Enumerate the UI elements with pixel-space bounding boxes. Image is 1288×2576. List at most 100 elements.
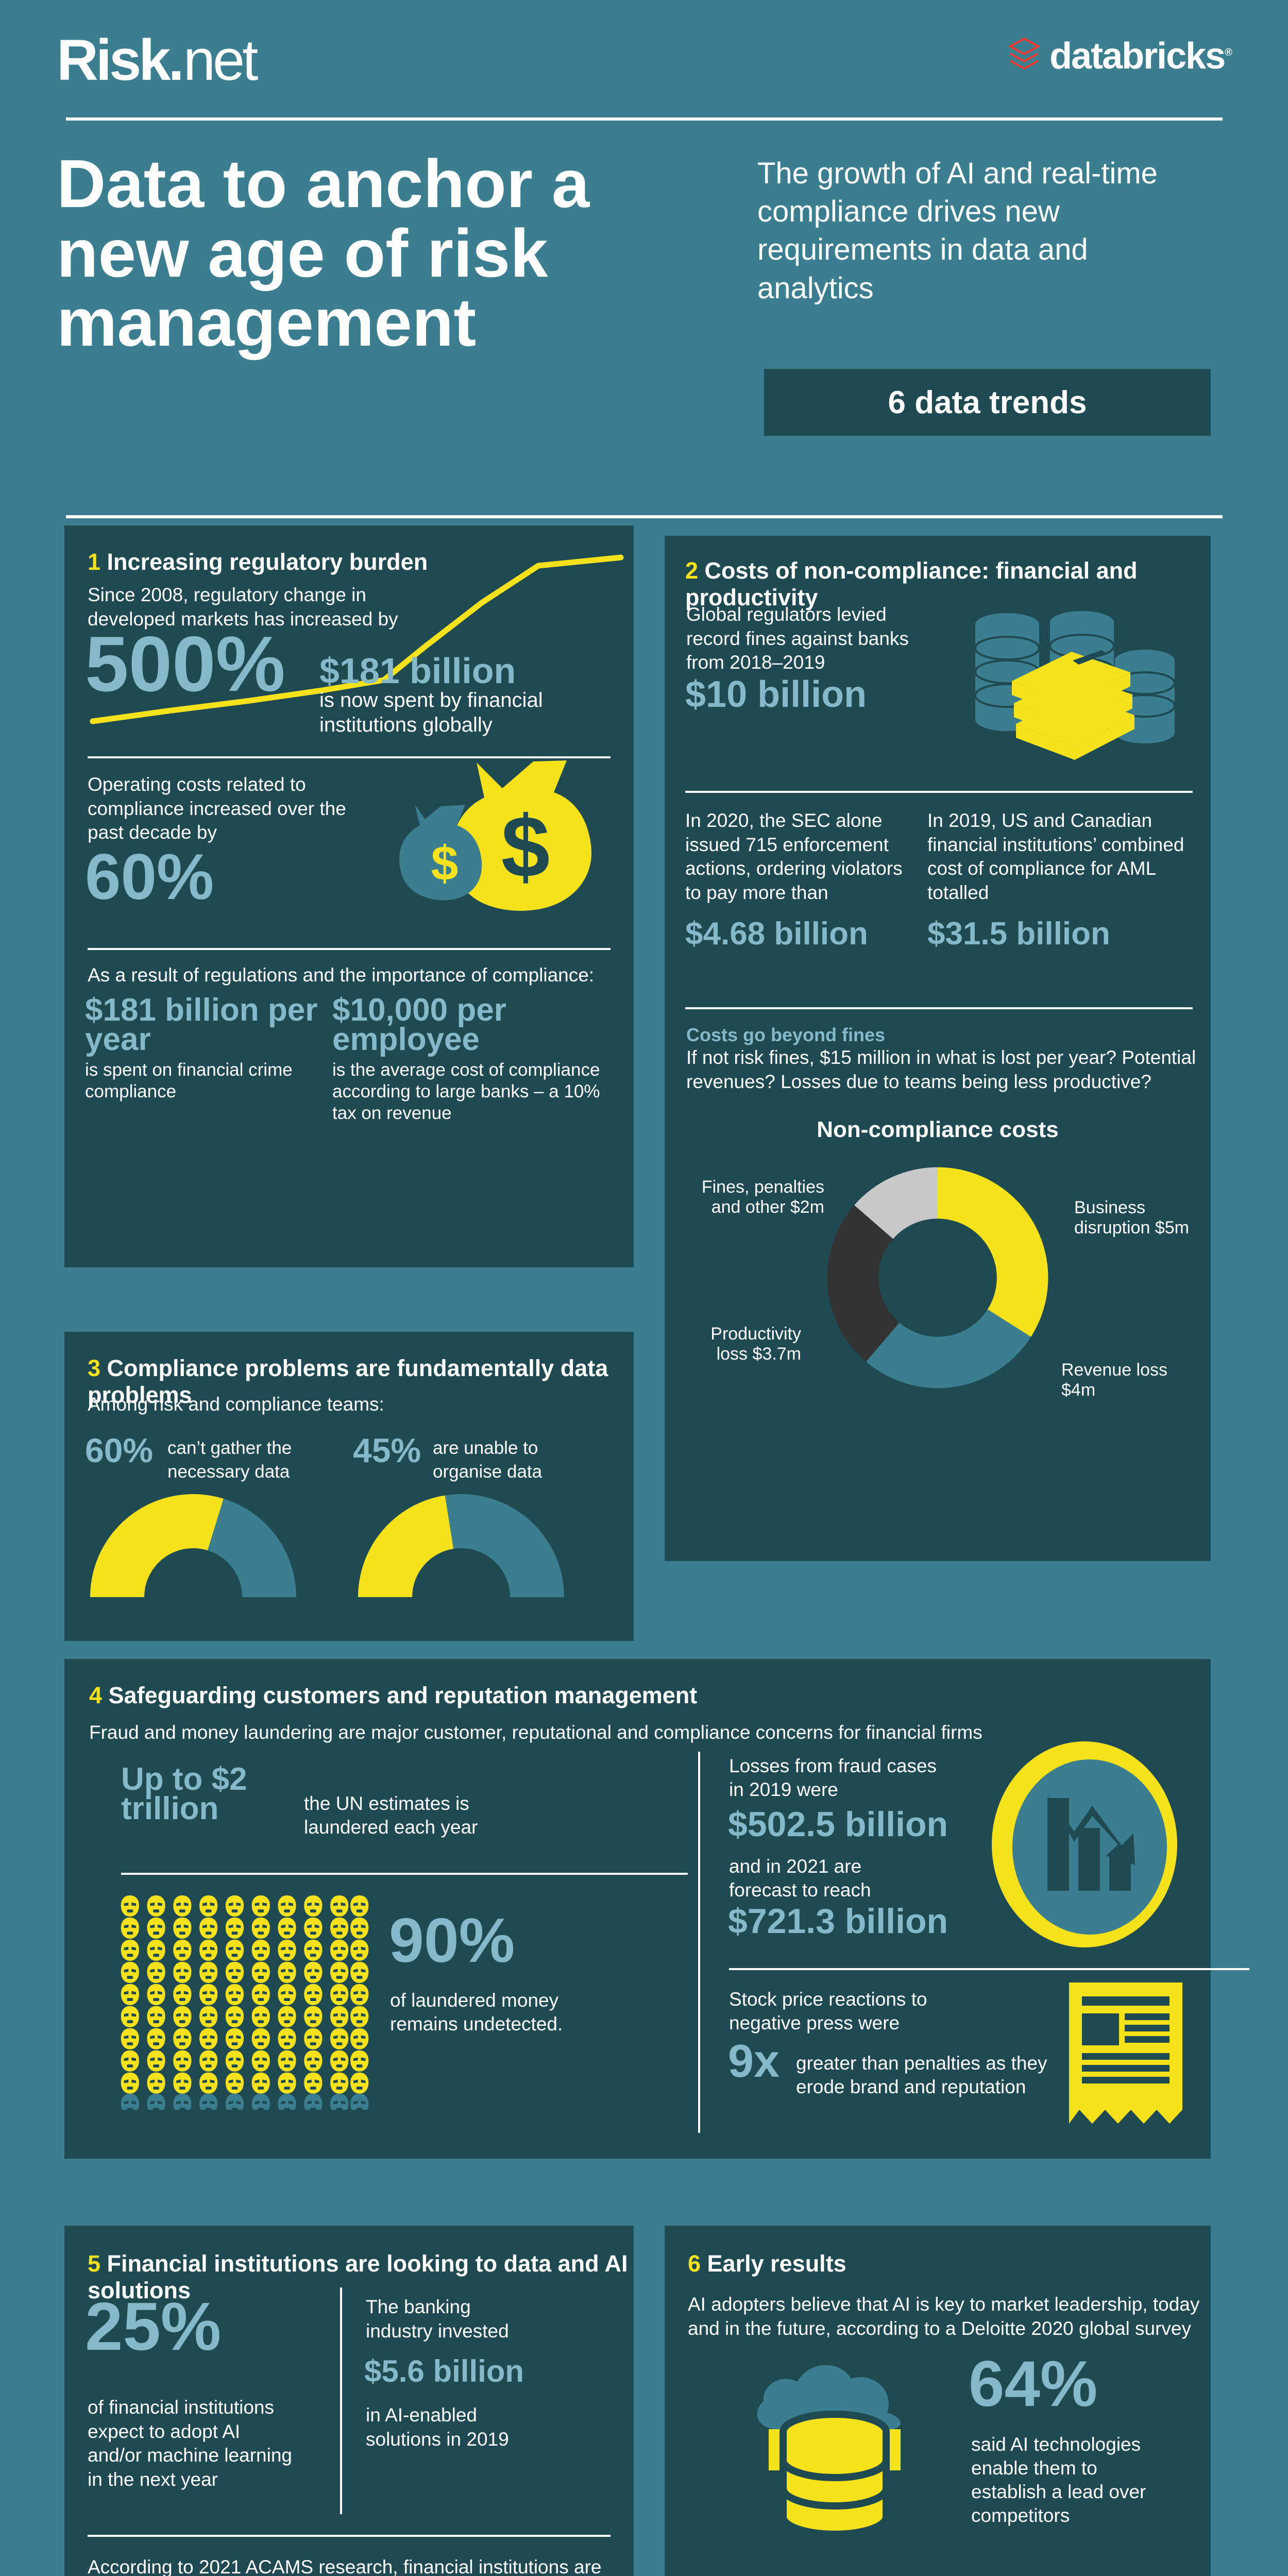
section-2-divider-1 <box>685 791 1193 793</box>
section-1-title-text: Increasing regulatory burden <box>107 549 428 575</box>
header-bottom-divider <box>66 515 1223 518</box>
section-4-title-text: Safeguarding customers and reputation ma… <box>108 1682 698 1708</box>
donut-label-productivity-loss: Productivity loss $3.7m <box>710 1324 801 1364</box>
stat-10-billion: $10 billion <box>685 674 867 715</box>
section-6-number: 6 <box>688 2250 701 2277</box>
section-2-title: 2 Costs of non-compliance: financial and… <box>685 557 1211 611</box>
rising-line-chart-icon <box>90 554 624 724</box>
stat-9x: 9x <box>728 2036 780 2087</box>
section-1-panel: 1 Increasing regulatory burden Since 200… <box>64 526 634 1267</box>
section-1-number: 1 <box>88 549 101 575</box>
stat-45-unable-organise: 45% <box>353 1431 421 1469</box>
stat-64-percent-sub: said AI technologies enable them to esta… <box>971 2434 1146 2526</box>
section-5-panel: 5 Financial institutions are looking to … <box>64 2226 634 2576</box>
section-4-vertical-divider <box>698 1752 700 2133</box>
donut-label-revenue-loss: Revenue loss $4m <box>1061 1360 1168 1400</box>
section-1-column-2: $10,000 per employee is the average cost… <box>332 992 621 1124</box>
costs-beyond-fines-heading: Costs go beyond fines <box>686 1024 886 1045</box>
stat-502-5-billion: $502.5 billion <box>728 1805 948 1844</box>
section-4-divider-2 <box>729 1968 1249 1970</box>
donut-slice-business-disruption <box>938 1167 1048 1337</box>
risk-logo-dot: . <box>168 28 184 92</box>
stat-181-per-year: $181 billion per year <box>85 992 318 1058</box>
acams-research-text: According to 2021 ACAMS research, financ… <box>88 2556 602 2576</box>
section-2-divider-2 <box>685 1007 1193 1009</box>
stat-4-68-billion: $4.68 billion <box>685 916 868 952</box>
section-3-title: 3 Compliance problems are fundamentally … <box>88 1355 634 1409</box>
section-2-column-a: In 2020, the SEC alone issued 715 enforc… <box>685 809 922 952</box>
donut-slice-productivity-loss <box>827 1205 900 1362</box>
stat-9x-sub: greater than penalties as they erode bra… <box>796 2053 1047 2097</box>
stat-64-percent: 64% <box>969 2348 1098 2420</box>
donut-slice-fines-penalties <box>854 1167 938 1239</box>
fraud-forecast-lede: and in 2021 are forecast to reach <box>729 1856 871 1901</box>
gauge-chart-45 <box>358 1494 564 1597</box>
registered-mark: ® <box>1225 47 1232 58</box>
section-4-divider-1 <box>121 1873 688 1875</box>
fines-lede: Global regulators levied record fines ag… <box>686 604 909 673</box>
stat-90-percent-sub: of laundered money remains undetected. <box>390 1990 563 2035</box>
section-3-panel: 3 Compliance problems are fundamentally … <box>64 1332 634 1641</box>
stat-721-3-billion: $721.3 billion <box>728 1902 948 1941</box>
section-2-panel: 2 Costs of non-compliance: financial and… <box>665 536 1211 1561</box>
databricks-wordmark: databricks® <box>1049 36 1232 77</box>
person-face-icon-grid <box>121 1895 369 2110</box>
page-title: Data to anchor a new age of risk managem… <box>57 146 590 361</box>
donut-label-fines: Fines, penalties and other $2m <box>701 1177 824 1217</box>
section-5-title: 5 Financial institutions are looking to … <box>88 2250 634 2304</box>
banking-invested-lede: The banking industry invested <box>366 2296 509 2342</box>
section-6-title: 6 Early results <box>688 2250 846 2277</box>
section-2-title-text: Costs of non-compliance: financial and p… <box>685 557 1138 611</box>
section-4-number: 4 <box>89 1682 103 1708</box>
section-1-lede: Since 2008, regulatory change in develop… <box>88 584 398 630</box>
svg-text:$: $ <box>501 798 550 896</box>
stat-5-6-billion-sub: in AI-enabled solutions in 2019 <box>366 2404 509 2450</box>
section-5-divider-1 <box>88 2535 611 2537</box>
databricks-stacked-chevrons-icon <box>1008 36 1041 76</box>
stat-25-percent: 25% <box>85 2289 222 2364</box>
newspaper-icon <box>1069 1982 1182 2124</box>
risk-net-logo[interactable]: Risk.net <box>57 27 259 93</box>
gauge-chart-60 <box>90 1494 296 1597</box>
sec-enforcement-text: In 2020, the SEC alone issued 715 enforc… <box>685 810 903 903</box>
stat-181-billion-block: $181 billion is now spent by financial i… <box>319 653 634 737</box>
stat-181-per-year-sub: is spent on financial crime compliance <box>85 1060 293 1102</box>
section-4-title: 4 Safeguarding customers and reputation … <box>89 1682 697 1709</box>
svg-text:$: $ <box>431 836 459 891</box>
stat-10000-per-employee: $10,000 per employee <box>332 992 506 1058</box>
data-trends-badge-label: 6 data trends <box>888 384 1087 420</box>
stat-60-cannot-gather-label: can’t gather the necessary data <box>167 1438 292 1482</box>
costs-beyond-fines-body: If not risk fines, $15 million in what i… <box>686 1047 1196 1092</box>
stat-60-percent: 60% <box>85 841 214 913</box>
donut-label-business-disruption: Business disruption $5m <box>1074 1198 1190 1238</box>
databricks-logo[interactable]: databricks® <box>1008 35 1232 77</box>
section-2-column-b: In 2019, US and Canadian financial insti… <box>927 809 1185 950</box>
declining-bar-chart-icon <box>992 1741 1177 1947</box>
stat-2-trillion-sub: the UN estimates is laundered each year <box>304 1793 478 1838</box>
risk-logo-net: net <box>183 28 259 92</box>
risk-logo-risk: Risk <box>57 28 171 92</box>
stock-price-lede: Stock price reactions to negative press … <box>729 1989 927 2033</box>
section-3-title-text: Compliance problems are fundamentally da… <box>88 1355 608 1408</box>
stat-2-trillion: Up to $2 trillion <box>121 1761 247 1827</box>
non-compliance-costs-donut-chart <box>827 1167 1048 1388</box>
stat-25-percent-sub: of financial institutions expect to adop… <box>88 2397 292 2490</box>
stat-60-cannot-gather: 60% <box>85 1431 154 1469</box>
section-6-title-text: Early results <box>707 2250 846 2277</box>
fraud-losses-lede: Losses from fraud cases in 2019 were <box>729 1755 937 1800</box>
section-1-result-lede: As a result of regulations and the impor… <box>88 964 595 986</box>
section-1-column-1: $181 billion per year is spent on financ… <box>85 992 332 1103</box>
stacked-coins-and-cash-icon <box>974 611 1176 760</box>
header: Risk.net databricks® Data to anchor a ne… <box>0 0 1288 518</box>
aml-cost-text: In 2019, US and Canadian financial insti… <box>927 810 1184 903</box>
section-3-number: 3 <box>88 1355 101 1381</box>
section-4-panel: 4 Safeguarding customers and reputation … <box>64 1659 1249 2159</box>
money-bag-icon: $ $ <box>399 760 592 911</box>
stat-10000-per-employee-sub: is the average cost of compliance accord… <box>332 1060 600 1124</box>
stat-500-percent: 500% <box>85 620 285 708</box>
header-top-divider <box>66 117 1223 121</box>
cloud-database-icon <box>757 2365 901 2538</box>
stat-181-billion-sub: is now spent by financial institutions g… <box>319 689 543 736</box>
donut-chart-title: Non-compliance costs <box>817 1117 1059 1142</box>
donut-slice-revenue-loss <box>866 1309 1031 1388</box>
